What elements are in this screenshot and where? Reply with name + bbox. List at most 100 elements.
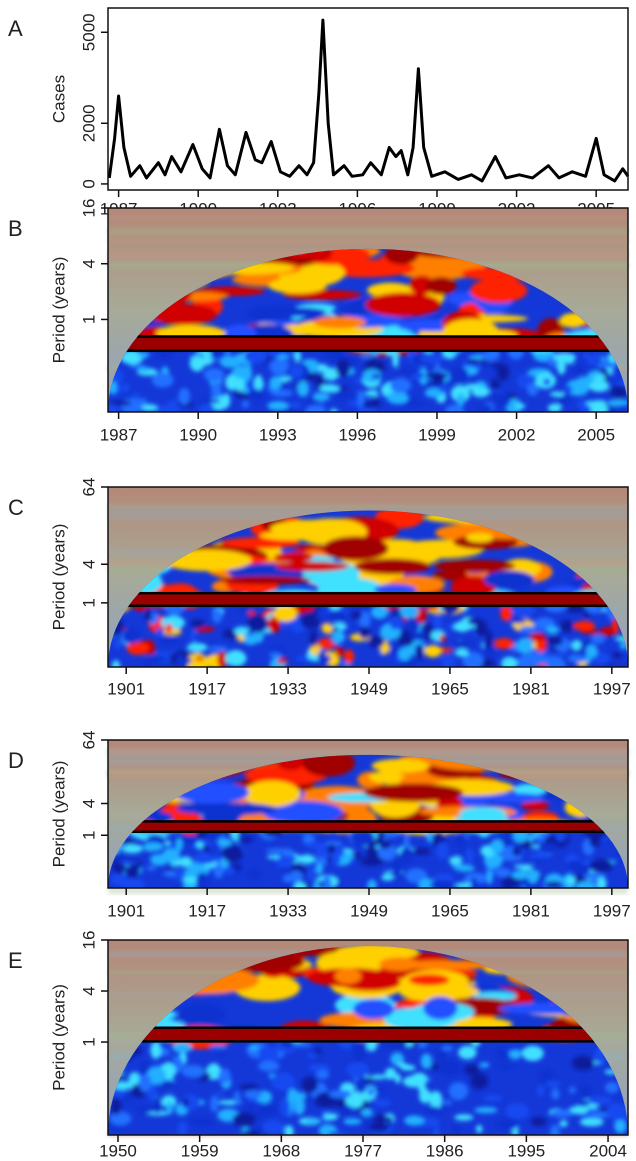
power-blob xyxy=(262,1120,285,1135)
power-blob xyxy=(243,780,301,808)
power-blob xyxy=(362,400,381,408)
power-blob xyxy=(465,848,474,864)
power-blob xyxy=(109,1111,132,1126)
power-blob xyxy=(378,839,392,849)
power-blob xyxy=(215,1091,225,1097)
power-blob xyxy=(296,380,310,397)
y-axis-label: Period (years) xyxy=(49,761,68,868)
power-blob xyxy=(359,611,371,629)
power-blob xyxy=(439,384,448,393)
power-blob xyxy=(269,358,289,376)
power-blob xyxy=(354,558,431,575)
power-blob xyxy=(475,620,488,637)
power-blob xyxy=(545,636,563,646)
power-blob xyxy=(216,838,232,847)
power-blob xyxy=(456,393,466,406)
x-tick-label: 2005 xyxy=(577,425,615,444)
power-blob xyxy=(269,376,282,390)
power-blob xyxy=(225,374,238,391)
power-blob xyxy=(286,855,297,862)
power-blob xyxy=(490,839,504,854)
power-blob xyxy=(436,841,449,860)
power-blob xyxy=(526,382,539,396)
y-tick-label: 4 xyxy=(79,799,98,808)
power-blob xyxy=(343,1118,362,1125)
power-blob xyxy=(545,881,563,888)
power-blob xyxy=(449,856,463,865)
power-blob xyxy=(547,403,562,412)
power-blob xyxy=(350,611,362,620)
power-blob xyxy=(466,358,480,364)
power-blob xyxy=(233,1091,241,1106)
power-blob xyxy=(357,389,365,408)
power-blob xyxy=(367,1087,375,1096)
power-blob xyxy=(151,372,174,388)
power-blob xyxy=(323,367,340,381)
power-blob xyxy=(144,606,152,622)
power-blob xyxy=(494,638,514,649)
power-blob xyxy=(389,615,403,630)
power-blob xyxy=(424,1106,441,1116)
power-blob xyxy=(495,1117,519,1131)
power-blob xyxy=(441,1045,454,1051)
power-blob xyxy=(138,1074,152,1092)
power-blob xyxy=(247,389,265,402)
power-blob xyxy=(360,856,384,867)
power-blob xyxy=(203,367,225,382)
x-tick-label: 1950 xyxy=(99,1141,137,1160)
series-line xyxy=(107,18,630,183)
outside-streak xyxy=(108,238,628,244)
power-blob xyxy=(323,1113,338,1121)
power-blob xyxy=(268,277,327,294)
power-blob xyxy=(605,1082,620,1094)
outside-streak xyxy=(108,227,628,236)
x-tick-label: 1993 xyxy=(259,425,297,444)
power-blob xyxy=(441,654,456,667)
power-blob xyxy=(452,1124,461,1135)
power-blob xyxy=(374,1099,391,1107)
x-tick-label: 1965 xyxy=(431,901,469,920)
power-blob xyxy=(396,1062,409,1067)
power-blob xyxy=(121,350,144,365)
power-blob xyxy=(496,363,510,381)
power-blob xyxy=(589,380,610,392)
power-blob xyxy=(370,1074,388,1080)
y-axis-label: Period (years) xyxy=(49,984,68,1091)
power-blob xyxy=(108,400,132,406)
power-blob xyxy=(110,1097,122,1115)
power-blob xyxy=(217,650,227,667)
power-blob xyxy=(486,793,545,803)
power-blob xyxy=(128,1072,140,1087)
power-blob xyxy=(142,842,164,852)
power-blob xyxy=(367,635,385,648)
power-band xyxy=(108,335,628,353)
power-blob xyxy=(462,651,484,667)
power-blob xyxy=(559,619,574,633)
power-blob xyxy=(549,1124,561,1135)
power-blob xyxy=(348,400,359,407)
power-blob xyxy=(530,1116,547,1127)
power-blob xyxy=(454,1114,474,1121)
power-blob xyxy=(125,864,140,878)
power-blob xyxy=(222,393,231,408)
power-blob xyxy=(108,403,118,412)
power-blob xyxy=(418,630,427,638)
x-tick-label: 1995 xyxy=(507,1141,545,1160)
power-blob xyxy=(425,372,448,379)
power-blob xyxy=(319,384,340,393)
power-blob xyxy=(321,623,333,634)
power-blob xyxy=(137,351,150,359)
power-blob xyxy=(595,362,620,368)
power-blob xyxy=(305,1118,319,1124)
power-blob xyxy=(591,400,607,405)
power-blob xyxy=(439,634,447,643)
power-blob xyxy=(335,945,419,961)
power-blob xyxy=(198,399,221,404)
power-blob xyxy=(243,633,259,646)
power-blob xyxy=(486,870,493,885)
power-blob xyxy=(258,1045,279,1063)
power-blob xyxy=(324,841,343,847)
power-blob xyxy=(537,842,560,854)
power-blob xyxy=(270,389,294,397)
power-blob xyxy=(306,867,315,881)
